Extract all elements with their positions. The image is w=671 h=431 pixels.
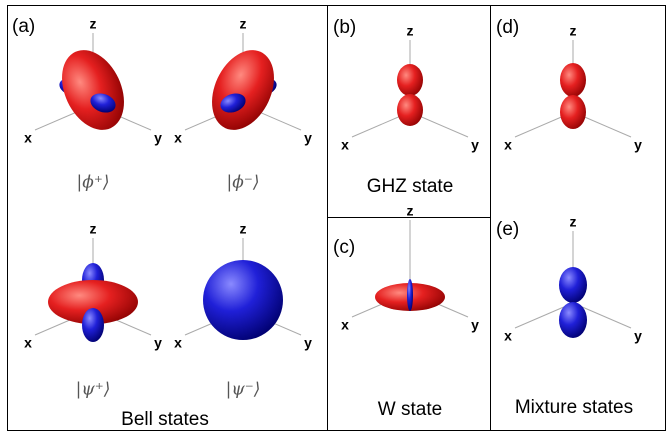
- axis-label: z: [90, 16, 97, 32]
- lobe: [397, 64, 423, 96]
- axis-label: y: [154, 130, 162, 146]
- sphere: [203, 260, 283, 340]
- lobe: [560, 63, 586, 97]
- lobe: [82, 308, 104, 342]
- axis-label: x: [24, 130, 32, 146]
- axis-label: x: [174, 335, 182, 351]
- lobe: [560, 95, 586, 129]
- axis-label: z: [240, 221, 247, 237]
- axis-label: z: [570, 214, 577, 230]
- lobe: [559, 302, 587, 338]
- axis-label: x: [24, 335, 32, 351]
- lobe: [397, 94, 423, 126]
- panel-label: (e): [496, 219, 519, 240]
- axis-label: x: [174, 130, 182, 146]
- figure: (a) (b) (c) (d) (e) Bell states GHZ stat…: [0, 0, 671, 431]
- axis-label: z: [90, 221, 97, 237]
- caption: W state: [378, 399, 442, 420]
- panel-label: (a): [12, 16, 35, 37]
- axis-label: z: [570, 23, 577, 39]
- ket-label: |ψ⁻⟩: [226, 380, 261, 400]
- axis-label: y: [304, 335, 312, 351]
- axis-label: z: [407, 203, 414, 219]
- ket-label: |ϕ⁻⟩: [227, 173, 260, 193]
- panel-label: (d): [496, 17, 519, 38]
- axis-label: x: [504, 137, 512, 153]
- axis-label: y: [154, 335, 162, 351]
- axis-label: y: [304, 130, 312, 146]
- caption: GHZ state: [367, 176, 454, 197]
- ket-label: |ϕ⁺⟩: [77, 173, 110, 193]
- axis-label: y: [634, 328, 642, 344]
- axis-label: z: [407, 23, 414, 39]
- axis-label: y: [471, 137, 479, 153]
- axis-label: z: [240, 16, 247, 32]
- axis-label: y: [634, 137, 642, 153]
- ket-label: |ψ⁺⟩: [76, 380, 111, 400]
- panel-label: (b): [333, 17, 356, 38]
- axis-label: x: [341, 137, 349, 153]
- lobe: [407, 279, 413, 311]
- caption: Mixture states: [515, 397, 633, 418]
- axis-label: x: [504, 328, 512, 344]
- caption: Bell states: [121, 409, 209, 430]
- axis-label: y: [471, 317, 479, 333]
- axis-label: x: [341, 317, 349, 333]
- panel-label: (c): [333, 237, 355, 258]
- lobe: [559, 267, 587, 303]
